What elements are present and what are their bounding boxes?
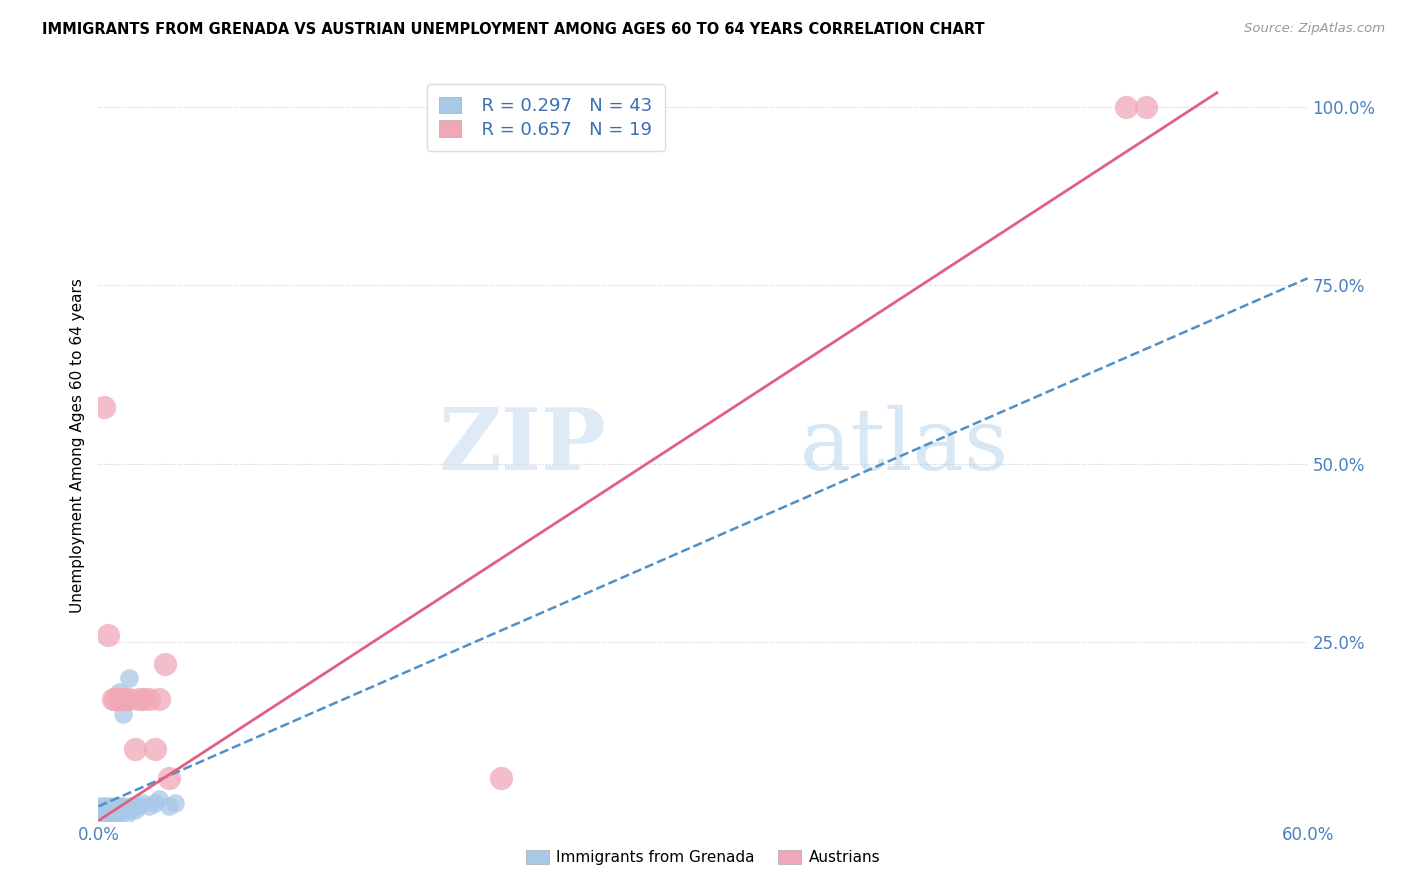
- Point: [110, 803, 132, 817]
- Point: [111, 799, 134, 814]
- Point: [93, 810, 115, 824]
- Point: [96, 806, 118, 821]
- Point: [124, 742, 146, 756]
- Text: atlas: atlas: [800, 404, 1010, 488]
- Point: [138, 692, 160, 706]
- Point: [148, 792, 170, 806]
- Point: [1115, 100, 1137, 114]
- Point: [107, 692, 129, 706]
- Point: [91, 803, 114, 817]
- Point: [132, 692, 155, 706]
- Point: [1135, 100, 1157, 114]
- Point: [100, 803, 122, 817]
- Point: [97, 806, 120, 821]
- Point: [107, 806, 129, 821]
- Point: [124, 803, 146, 817]
- Point: [107, 799, 129, 814]
- Point: [87, 810, 110, 824]
- Point: [101, 806, 124, 821]
- Point: [87, 803, 110, 817]
- Point: [91, 810, 114, 824]
- Point: [100, 806, 122, 821]
- Point: [118, 671, 141, 685]
- Point: [114, 692, 136, 706]
- Point: [96, 803, 118, 817]
- Point: [101, 799, 124, 814]
- Point: [97, 628, 120, 642]
- Point: [153, 657, 176, 671]
- Point: [157, 771, 180, 785]
- Point: [128, 799, 150, 814]
- Point: [143, 742, 166, 756]
- Point: [118, 692, 141, 706]
- Point: [103, 806, 125, 821]
- Point: [97, 799, 120, 814]
- Point: [101, 692, 124, 706]
- Point: [89, 806, 111, 821]
- Point: [163, 796, 186, 810]
- Y-axis label: Unemployment Among Ages 60 to 64 years: Unemployment Among Ages 60 to 64 years: [69, 278, 84, 614]
- Point: [97, 810, 120, 824]
- Point: [91, 806, 114, 821]
- Point: [120, 799, 142, 814]
- Point: [93, 400, 115, 414]
- Text: IMMIGRANTS FROM GRENADA VS AUSTRIAN UNEMPLOYMENT AMONG AGES 60 TO 64 YEARS CORRE: IMMIGRANTS FROM GRENADA VS AUSTRIAN UNEM…: [42, 22, 984, 37]
- Text: Source: ZipAtlas.com: Source: ZipAtlas.com: [1244, 22, 1385, 36]
- Point: [114, 803, 136, 817]
- Point: [118, 803, 141, 817]
- Point: [105, 799, 128, 814]
- Point: [93, 799, 115, 814]
- Point: [107, 685, 129, 699]
- Point: [491, 771, 513, 785]
- Legend: Immigrants from Grenada, Austrians: Immigrants from Grenada, Austrians: [519, 843, 887, 873]
- Point: [132, 796, 155, 810]
- Text: ZIP: ZIP: [439, 404, 606, 488]
- Point: [103, 692, 125, 706]
- Point: [93, 806, 115, 821]
- Point: [89, 810, 111, 824]
- Point: [148, 692, 170, 706]
- Point: [157, 799, 180, 814]
- Point: [87, 806, 110, 821]
- Point: [115, 806, 138, 821]
- Point: [89, 799, 111, 814]
- Point: [103, 803, 125, 817]
- Point: [138, 799, 160, 814]
- Point: [111, 706, 134, 721]
- Point: [128, 692, 150, 706]
- Point: [143, 796, 166, 810]
- Point: [111, 692, 134, 706]
